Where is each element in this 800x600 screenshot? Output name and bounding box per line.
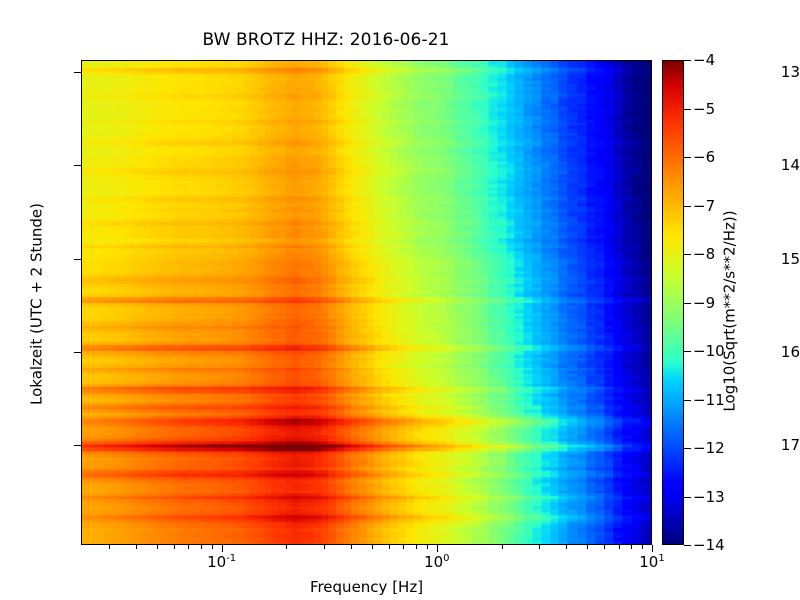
y-tick-17 <box>74 445 81 447</box>
x-tick-minor <box>136 545 138 549</box>
y-tick-label-13: 13 <box>780 63 800 82</box>
colorbar-label--10: −10 <box>693 342 725 360</box>
colorbar-tick--9 <box>684 302 691 304</box>
y-tick-13 <box>74 72 81 74</box>
y-tick-label-16: 16 <box>780 342 800 361</box>
x-tick-label--1: 10-1 <box>207 553 237 571</box>
colorbar-label--5: −5 <box>693 99 716 118</box>
y-tick-15 <box>74 258 81 260</box>
colorbar-tick--10 <box>684 351 691 352</box>
colorbar-tick--14 <box>684 545 691 546</box>
colorbar-tick--7 <box>684 205 691 207</box>
x-tick-minor <box>286 545 288 549</box>
colorbar-tick--13 <box>684 496 691 498</box>
spectrogram-image <box>82 61 651 544</box>
colorbar-tick--4 <box>684 60 691 61</box>
colorbar-title: Log10(Sqrt(m**2/s**2/Hz)) <box>720 210 739 412</box>
x-tick-minor <box>173 545 175 549</box>
plot-area <box>81 60 652 545</box>
x-tick-minor <box>604 545 606 549</box>
x-tick-minor <box>618 545 620 549</box>
colorbar-label--13: −13 <box>693 487 725 506</box>
y-tick-14 <box>74 165 81 167</box>
y-axis-title: Lokalzeit (UTC + 2 Stunde) <box>27 203 46 405</box>
y-tick-label-15: 15 <box>780 249 800 268</box>
colorbar-label--7: −7 <box>693 196 716 215</box>
colorbar-label--8: −8 <box>693 245 716 263</box>
x-tick-minor <box>631 545 633 549</box>
x-tick-10-1 <box>221 545 223 552</box>
x-tick-minor <box>372 545 374 549</box>
x-tick-minor <box>156 545 158 549</box>
colorbar-label--9: −9 <box>693 293 716 312</box>
x-tick-minor <box>415 545 417 549</box>
x-tick-label-1: 101 <box>639 553 665 571</box>
colorbar-tick--5 <box>684 108 691 110</box>
colorbar-label--12: −12 <box>693 439 725 457</box>
colorbar <box>662 60 684 545</box>
x-tick-minor <box>539 545 541 549</box>
x-tick-minor <box>389 545 391 549</box>
x-tick-101 <box>652 545 653 552</box>
x-tick-minor <box>200 545 202 549</box>
x-tick-minor <box>351 545 353 549</box>
x-tick-minor <box>566 545 568 549</box>
x-tick-minor <box>109 545 111 549</box>
colorbar-tick--8 <box>684 254 691 255</box>
x-tick-label-0: 100 <box>424 553 450 571</box>
y-tick-label-17: 17 <box>780 436 800 455</box>
x-tick-minor <box>642 545 644 549</box>
colorbar-label--14: −14 <box>693 536 725 554</box>
x-tick-minor <box>188 545 190 549</box>
colorbar-tick--11 <box>684 399 691 401</box>
y-tick-16 <box>74 351 81 353</box>
y-tick-label-14: 14 <box>780 156 800 175</box>
x-tick-minor <box>211 545 213 549</box>
x-axis-title: Frequency [Hz] <box>309 578 424 596</box>
x-tick-100 <box>436 545 438 552</box>
colorbar-gradient <box>663 61 683 544</box>
x-tick-minor <box>587 545 589 549</box>
page-title: BW BROTZ HHZ: 2016-06-21 <box>202 30 450 50</box>
x-tick-minor <box>501 545 503 549</box>
colorbar-label--6: −6 <box>693 148 716 166</box>
colorbar-tick--12 <box>684 448 691 449</box>
x-tick-minor <box>324 545 326 549</box>
colorbar-tick--6 <box>684 157 691 158</box>
colorbar-label--11: −11 <box>693 390 725 409</box>
x-tick-minor <box>426 545 428 549</box>
colorbar-label--4: −4 <box>693 51 716 69</box>
x-tick-minor <box>403 545 405 549</box>
